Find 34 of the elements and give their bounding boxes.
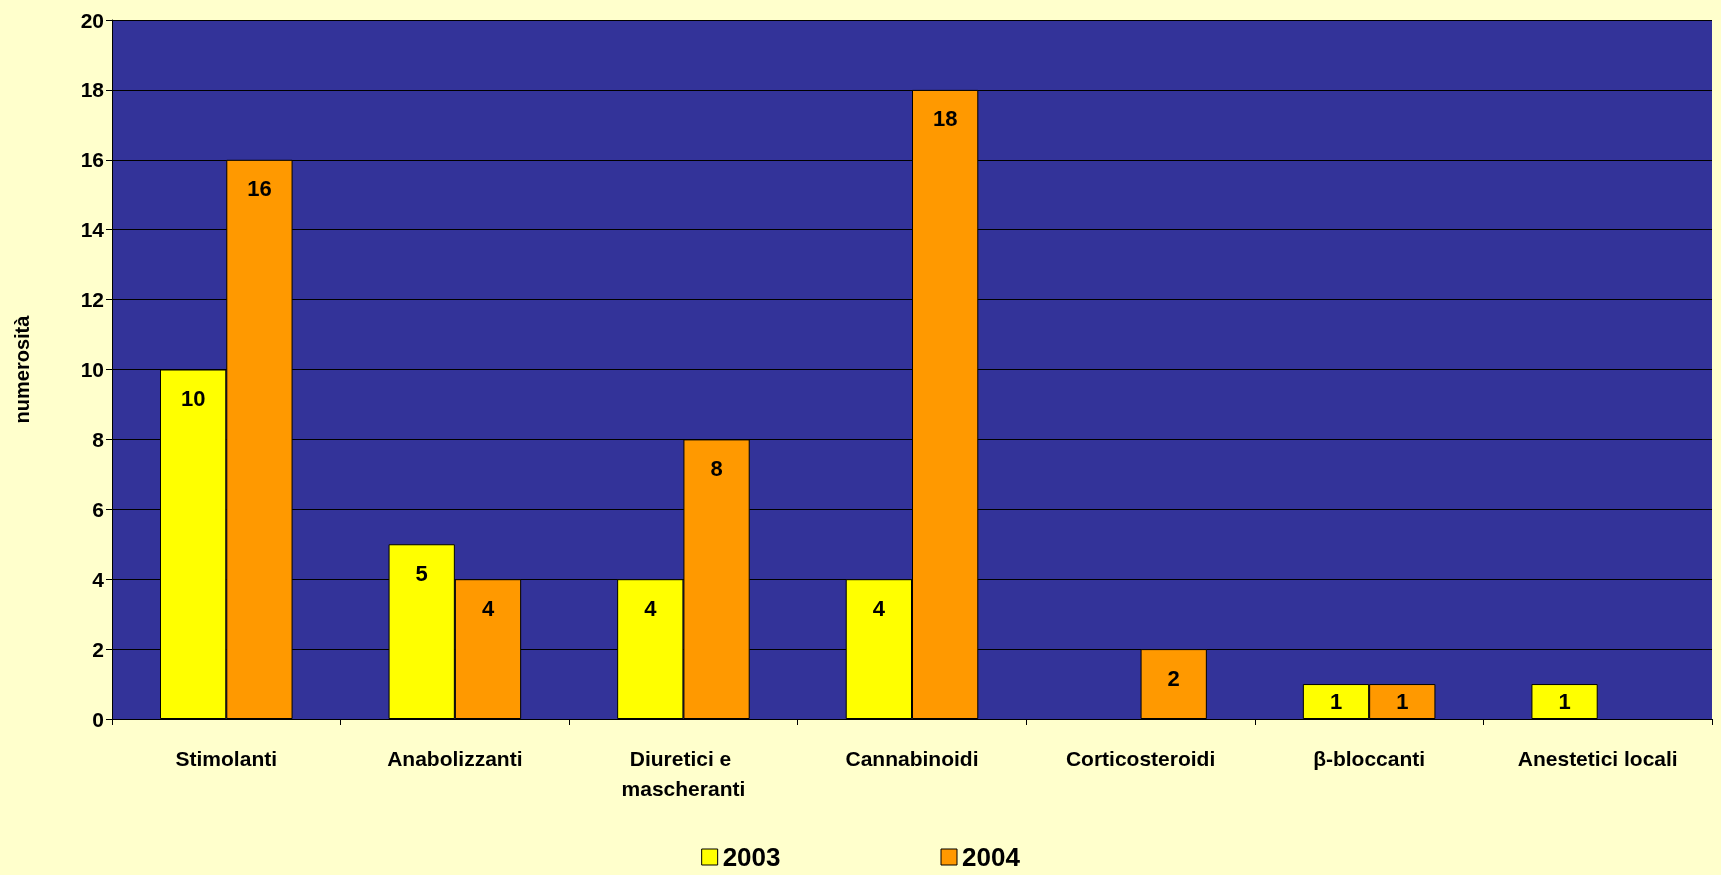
y-tick-label: 16 bbox=[80, 148, 104, 172]
y-axis-title: numerosità bbox=[11, 314, 33, 424]
y-tick-label: 14 bbox=[80, 218, 105, 242]
legend-label: 2003 bbox=[722, 842, 781, 872]
bar bbox=[1531, 684, 1598, 719]
legend-label: 2004 bbox=[962, 842, 1021, 872]
x-tick-label: Corticosteroidi bbox=[1065, 746, 1216, 770]
y-tick-label: 10 bbox=[80, 358, 104, 381]
data-label: 1 bbox=[1558, 689, 1571, 715]
y-tick-label: 4 bbox=[92, 567, 105, 591]
x-tick-label: β-bloccanti bbox=[1313, 746, 1426, 770]
y-tick-label: 20 bbox=[80, 8, 104, 32]
data-label: 5 bbox=[415, 560, 428, 586]
y-tick-label: 2 bbox=[92, 637, 104, 661]
data-label: 18 bbox=[932, 106, 958, 132]
x-tick-label: Anabolizzanti bbox=[387, 746, 523, 770]
y-tick-label: 8 bbox=[92, 427, 105, 451]
data-label: 10 bbox=[180, 386, 206, 411]
data-label: 8 bbox=[710, 455, 723, 481]
x-tick-label: Cannabinoidi bbox=[845, 746, 979, 770]
data-label: 4 bbox=[481, 595, 495, 621]
x-tick-label: Stimolanti bbox=[175, 746, 278, 770]
data-label: 2 bbox=[1167, 665, 1180, 691]
data-label: 16 bbox=[247, 176, 272, 202]
y-tick-label: 0 bbox=[92, 707, 104, 731]
y-tick-label: 12 bbox=[80, 288, 104, 312]
y-tick-label: 18 bbox=[80, 78, 105, 102]
data-label: 4 bbox=[644, 595, 658, 621]
data-label: 1 bbox=[1396, 689, 1409, 715]
x-tick-label: Diuretici e mascheranti bbox=[621, 746, 746, 800]
x-tick-label: Anestetici locali bbox=[1517, 746, 1678, 770]
data-label: 1 bbox=[1329, 689, 1343, 715]
y-tick-label: 6 bbox=[92, 497, 104, 521]
data-label: 4 bbox=[872, 595, 886, 621]
